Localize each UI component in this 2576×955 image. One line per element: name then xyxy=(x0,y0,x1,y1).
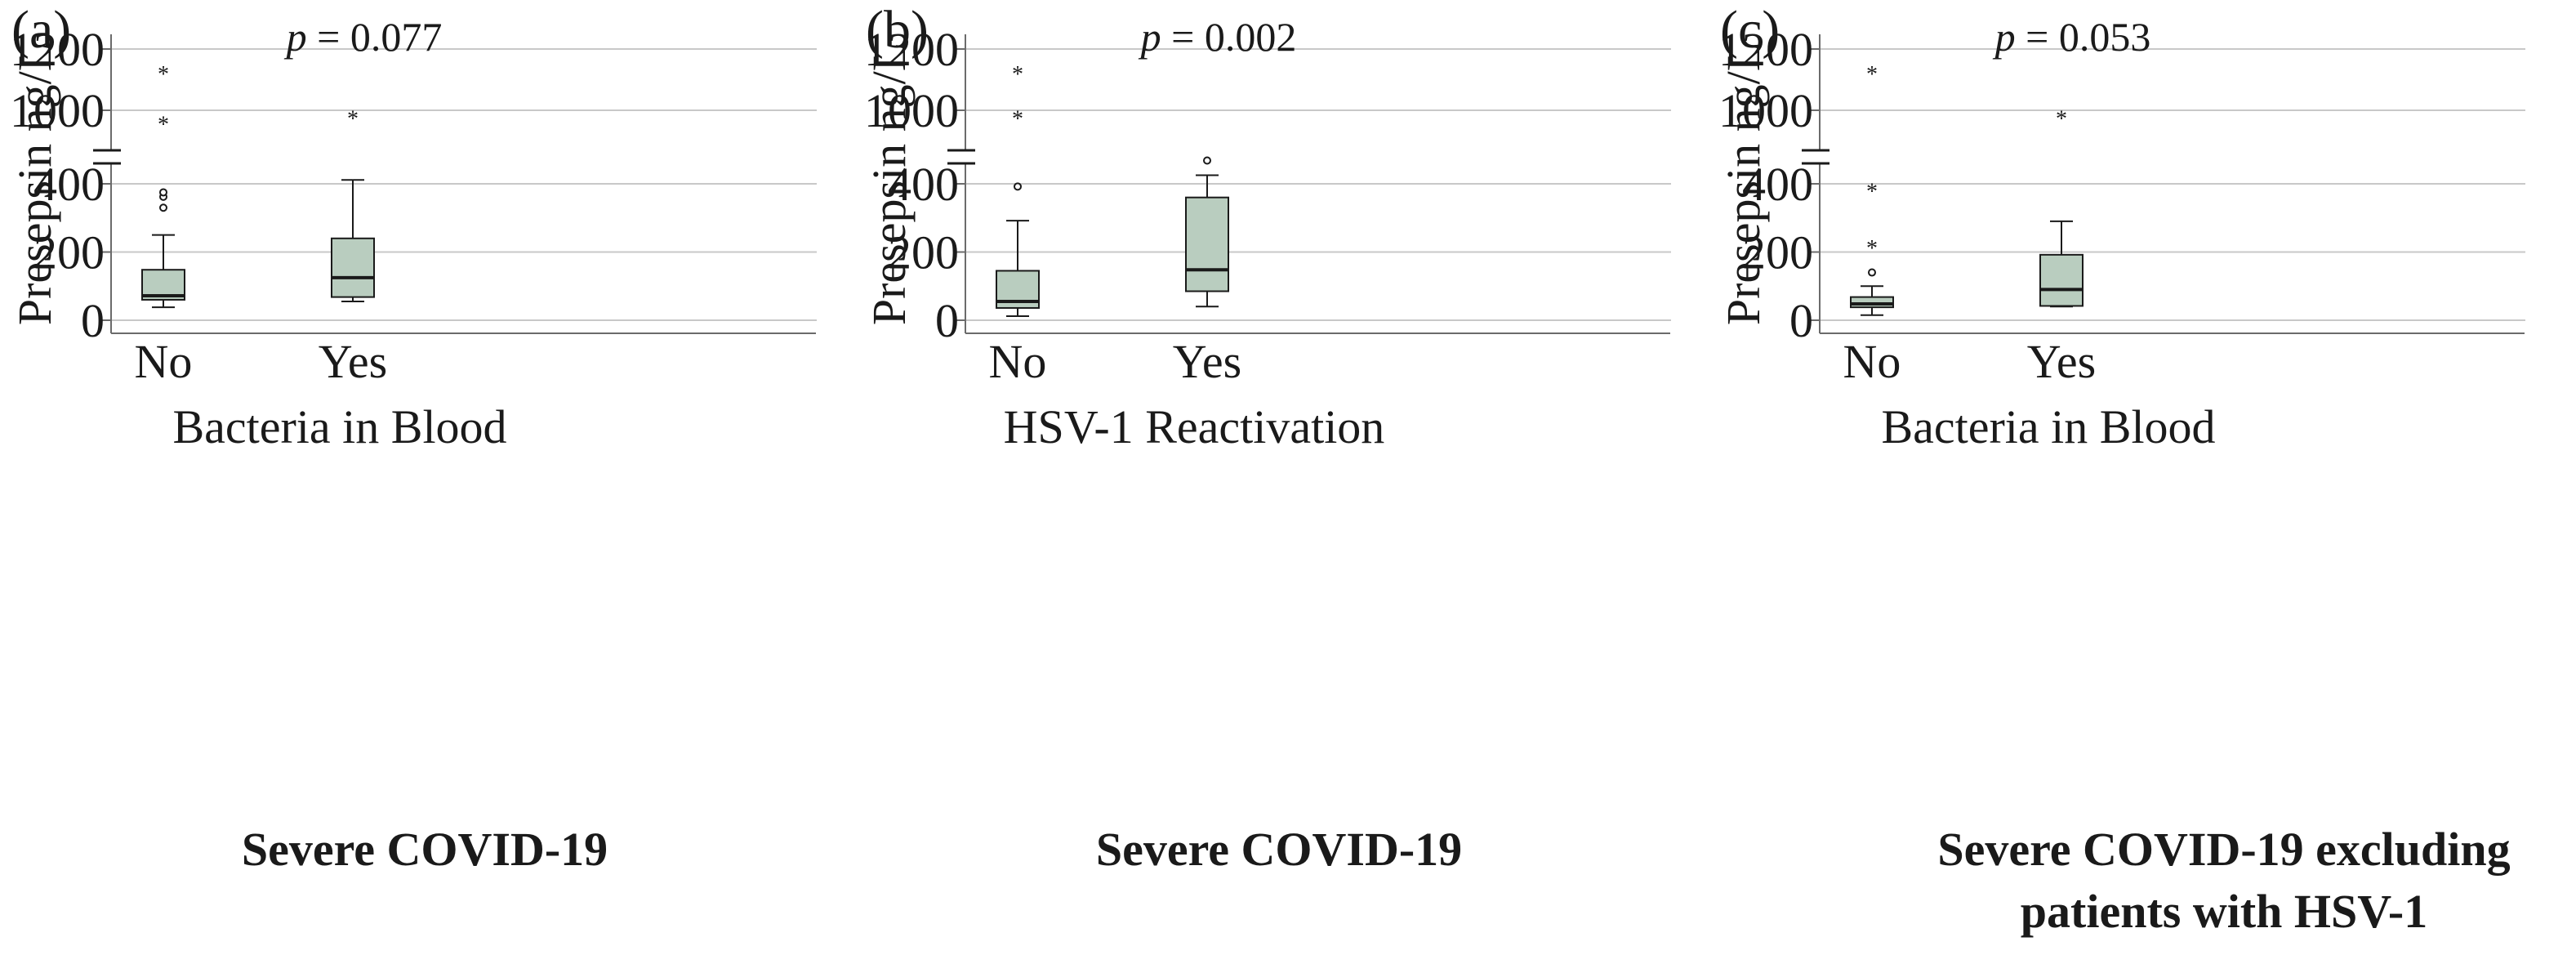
y-tick-label: 1000 xyxy=(10,84,105,137)
box-iqr xyxy=(2039,253,2084,307)
y-tick-label: 1200 xyxy=(10,23,105,76)
y-axis-label: Presepsin ng/L xyxy=(862,42,916,325)
box-iqr xyxy=(1850,296,1894,309)
outlier-star: * xyxy=(158,62,169,87)
p-value-label: p = 0.077 xyxy=(284,14,443,60)
y-tick-label: 0 xyxy=(935,294,959,347)
box-group-no: ** xyxy=(141,62,185,309)
box-group-yes: * xyxy=(331,107,375,303)
chart-title: Severe COVID-19 excluding patients with … xyxy=(1872,819,2576,943)
y-tick-label: 200 xyxy=(1742,226,1813,279)
x-axis-label: HSV-1 Reactivation xyxy=(1004,400,1385,453)
p-symbol: p xyxy=(1993,14,2016,60)
y-tick-label: 0 xyxy=(1789,294,1813,347)
y-tick-label: 200 xyxy=(33,226,105,279)
y-tick-label: 400 xyxy=(33,158,105,211)
outlier-star: * xyxy=(158,112,169,137)
box-group-no: * * * xyxy=(1850,62,1894,316)
panel-label: (c) xyxy=(1720,0,1780,60)
p-value-label: p = 0.002 xyxy=(1139,14,1297,60)
x-axis-label: Bacteria in Blood xyxy=(1881,400,2215,453)
y-tick-label: 400 xyxy=(888,158,959,211)
x-tick-label: No xyxy=(135,335,193,388)
box-group-yes xyxy=(1185,156,1229,308)
outlier-star: * xyxy=(1012,62,1023,87)
y-axis-label: Presepsin ng/L xyxy=(8,42,61,325)
y-tick-label: 200 xyxy=(888,226,959,279)
panel-label: (b) xyxy=(866,0,929,60)
p-value: = 0.077 xyxy=(307,14,443,60)
panel-label: (a) xyxy=(11,0,72,60)
outlier-circle xyxy=(1868,268,1876,277)
box-iqr xyxy=(331,237,375,298)
chart-title-line: Severe COVID-19 xyxy=(1095,823,1463,876)
y-tick-label: 1200 xyxy=(1718,23,1813,76)
outlier-star: * xyxy=(1866,179,1878,204)
p-value: = 0.002 xyxy=(1161,14,1297,60)
x-tick-label: No xyxy=(1843,335,1901,388)
outlier-star: * xyxy=(1866,236,1878,261)
p-value-label: p = 0.053 xyxy=(1993,14,2151,60)
chart-title-line: Severe COVID-19 excluding xyxy=(1937,823,2511,876)
panel-b: 0 200 400 1000 1200 Presepsin ng/L p = 0.002 * *… xyxy=(854,0,1704,955)
x-axis-label: Bacteria in Blood xyxy=(172,400,506,453)
box-iqr xyxy=(1185,196,1229,292)
y-axis-label: Presepsin ng/L xyxy=(1717,42,1770,325)
y-tick-label: 1000 xyxy=(864,84,959,137)
y-tick-label: 1000 xyxy=(1718,84,1813,137)
x-tick-label: Yes xyxy=(319,335,387,388)
box-group-no: ** xyxy=(996,62,1040,317)
chart-title: Severe COVID-19 xyxy=(49,819,800,881)
x-tick-label: Yes xyxy=(1173,335,1241,388)
outlier-star: * xyxy=(2056,107,2067,132)
panel-c: 0 200 400 1000 1200 Presepsin ng/L p = 0.053 * *… xyxy=(1709,0,2576,955)
outlier-star: * xyxy=(347,107,359,132)
x-tick-label: Yes xyxy=(2027,335,2096,388)
chart-title-line: Severe COVID-19 xyxy=(241,823,608,876)
panel-a: 0 200 400 1000 1200 Presepsin ng/L p = 0.077 * *… xyxy=(0,0,849,955)
p-symbol: p xyxy=(284,14,307,60)
chart-title: Severe COVID-19 xyxy=(903,819,1655,881)
y-tick-label: 0 xyxy=(81,294,105,347)
x-tick-label: No xyxy=(989,335,1047,388)
outlier-star: * xyxy=(1012,107,1023,132)
outlier-circle xyxy=(159,203,167,212)
outlier-star: * xyxy=(1866,62,1878,87)
y-tick-label: 400 xyxy=(1742,158,1813,211)
outlier-circle xyxy=(159,188,167,197)
outlier-circle xyxy=(1014,182,1022,191)
outlier-circle xyxy=(1203,156,1211,165)
p-symbol: p xyxy=(1139,14,1161,60)
p-value: = 0.053 xyxy=(2016,14,2151,60)
chart-title-line: patients with HSV-1 xyxy=(2020,885,2428,938)
box-group-yes: * xyxy=(2039,107,2084,308)
y-tick-label: 1200 xyxy=(864,23,959,76)
